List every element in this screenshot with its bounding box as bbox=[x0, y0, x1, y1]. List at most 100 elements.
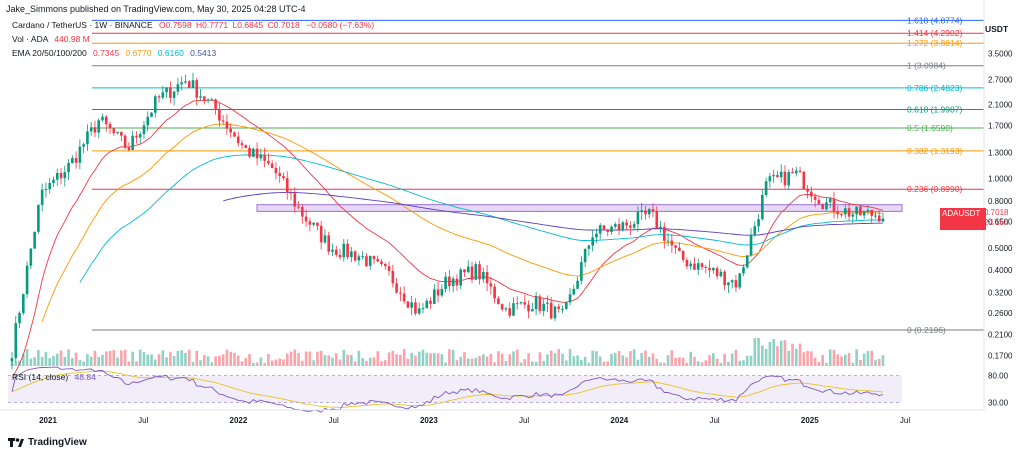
volume-bar bbox=[564, 360, 568, 366]
candle-body bbox=[493, 286, 496, 299]
candle-body bbox=[165, 87, 168, 93]
candle-body bbox=[534, 296, 538, 310]
candle-body bbox=[131, 135, 134, 151]
candle-body bbox=[33, 231, 36, 249]
candle-body bbox=[636, 212, 640, 225]
candle-body bbox=[402, 293, 406, 302]
candle-body bbox=[779, 171, 783, 178]
volume-bar bbox=[670, 350, 674, 366]
volume-bar bbox=[282, 359, 285, 366]
volume-bar bbox=[346, 354, 349, 366]
candle-body bbox=[161, 92, 165, 98]
volume-bar bbox=[153, 359, 157, 366]
candle-body bbox=[843, 208, 847, 215]
candles bbox=[10, 72, 885, 370]
volume-bar bbox=[169, 351, 172, 366]
rsi-line bbox=[11, 366, 884, 413]
volume-bar bbox=[40, 356, 44, 366]
tradingview-footer[interactable]: TradingView bbox=[8, 437, 87, 448]
candle-body bbox=[519, 302, 523, 304]
volume-bar bbox=[89, 356, 93, 366]
price-axis: 3.5000 2.7000 2.1000 1.7000 1.3000 1.0000 0.80… bbox=[983, 0, 1013, 410]
volume-bar bbox=[120, 350, 123, 366]
time-tick-9: Jul bbox=[900, 416, 910, 425]
candle-body bbox=[233, 132, 236, 137]
candle-body bbox=[210, 99, 214, 101]
volume-bar bbox=[538, 352, 542, 366]
candle-body bbox=[319, 225, 323, 243]
candle-body bbox=[221, 120, 225, 122]
fib-label-5: 0.618 (1.9987) bbox=[907, 104, 962, 114]
candle-body bbox=[263, 154, 266, 161]
candle-body bbox=[489, 283, 493, 287]
volume-bar bbox=[82, 361, 85, 366]
candle-body bbox=[18, 312, 21, 324]
volume-bar bbox=[693, 356, 696, 366]
volume-bar bbox=[881, 355, 885, 366]
candle-body bbox=[591, 237, 594, 246]
volume-bar bbox=[877, 358, 881, 366]
candle-body bbox=[255, 148, 259, 159]
candle-body bbox=[595, 233, 598, 238]
candle-body bbox=[482, 272, 485, 280]
volume-bar bbox=[583, 356, 587, 366]
volume-bar bbox=[629, 351, 632, 366]
fib-label-4: 0.786 (2.4823) bbox=[907, 83, 962, 93]
volume-bar bbox=[316, 351, 319, 366]
volume-bar bbox=[244, 358, 248, 366]
candle-body bbox=[86, 131, 89, 145]
price-tick-13: 0.1700 bbox=[988, 352, 1013, 361]
candle-body bbox=[617, 224, 621, 230]
candle-body bbox=[199, 96, 202, 98]
candle-body bbox=[689, 263, 693, 267]
volume-bar bbox=[289, 351, 293, 366]
volume-bar bbox=[727, 361, 730, 366]
volume-bar bbox=[350, 355, 353, 366]
candle-body bbox=[508, 308, 512, 316]
candle-body bbox=[561, 308, 564, 310]
time-tick-7: Jul bbox=[709, 416, 719, 425]
candle-body bbox=[757, 219, 760, 227]
volume-bar bbox=[319, 350, 323, 366]
candle-body bbox=[840, 214, 843, 216]
candle-body bbox=[285, 178, 289, 193]
volume-bar bbox=[791, 343, 794, 366]
volume-bar bbox=[742, 360, 745, 366]
volume-bar bbox=[598, 356, 602, 366]
volume-bar bbox=[297, 353, 300, 366]
candle-body bbox=[289, 192, 293, 194]
volume-bar bbox=[572, 356, 576, 366]
volume-bar bbox=[255, 362, 259, 366]
volume-bar bbox=[236, 355, 240, 366]
volume-bar bbox=[123, 349, 127, 366]
volume-bar bbox=[843, 354, 847, 366]
volume-bar bbox=[647, 356, 651, 366]
time-tick-1: Jul bbox=[138, 416, 148, 425]
price-tag-symbol: ADAUSDT bbox=[942, 209, 981, 218]
candle-body bbox=[512, 303, 515, 316]
candle-body bbox=[267, 160, 270, 164]
volume-label: Vol · ADA bbox=[12, 34, 48, 44]
candle-body bbox=[22, 294, 25, 313]
candle-body bbox=[440, 288, 444, 296]
volume-bar bbox=[512, 351, 515, 366]
rsi-tick-0: 80.00 bbox=[988, 371, 1009, 380]
volume-bar bbox=[802, 352, 806, 366]
candle-body bbox=[542, 303, 545, 311]
candle-body bbox=[625, 222, 628, 226]
candle-body bbox=[187, 81, 191, 88]
candle-body bbox=[308, 221, 312, 225]
candle-body bbox=[655, 211, 659, 229]
volume-bar bbox=[745, 355, 749, 366]
candle-body bbox=[206, 99, 210, 101]
volume-bar bbox=[836, 354, 840, 366]
fib-label-1: 1.414 (4.2902) bbox=[907, 28, 962, 38]
volume-bar bbox=[135, 361, 138, 366]
volume-bar bbox=[678, 357, 681, 366]
candle-body bbox=[862, 211, 866, 216]
candle-body bbox=[459, 269, 462, 286]
volume-bar bbox=[372, 357, 376, 366]
volume-bar bbox=[210, 362, 214, 366]
rsi-band bbox=[8, 375, 902, 403]
